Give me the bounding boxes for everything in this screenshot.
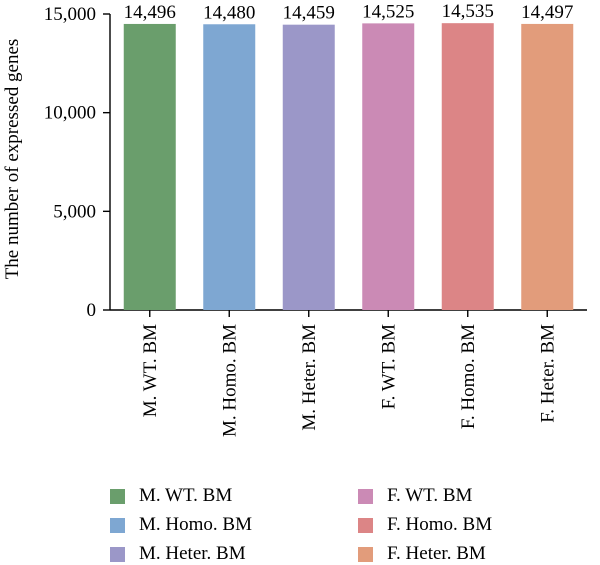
y-axis-ticks: 0 5,000 10,000 15,000 [44, 4, 110, 321]
y-tick-label: 0 [87, 300, 97, 321]
bars [123, 23, 574, 311]
value-label: 14,496 [124, 2, 176, 23]
x-tick-label: F. WT. BM [378, 324, 399, 410]
y-tick-label: 15,000 [44, 4, 96, 25]
bar [203, 24, 256, 311]
y-tick-label: 5,000 [53, 201, 96, 222]
bar [362, 23, 415, 311]
x-tick-label: M. Heter. BM [299, 324, 320, 431]
bar [123, 23, 176, 311]
x-tick-label: M. Homo. BM [219, 324, 240, 437]
bar [441, 23, 494, 311]
value-label: 14,525 [362, 1, 414, 22]
value-label: 14,497 [521, 2, 573, 23]
value-labels: 14,496 14,480 14,459 14,525 14,535 14,497 [124, 1, 574, 23]
y-axis-label: The number of expressed genes [2, 39, 23, 280]
value-label: 14,480 [203, 2, 255, 23]
bar [521, 23, 574, 310]
y-tick-label: 10,000 [44, 103, 96, 124]
value-label: 14,459 [283, 3, 335, 24]
x-tick-label: M. WT. BM [140, 324, 161, 417]
bar [282, 24, 335, 311]
x-tick-label: F. Homo. BM [458, 324, 479, 429]
x-tick-label: F. Heter. BM [537, 324, 558, 423]
x-axis-ticks: M. WT. BM M. Homo. BM M. Heter. BM F. WT. B… [140, 310, 558, 437]
value-label: 14,535 [442, 1, 494, 22]
